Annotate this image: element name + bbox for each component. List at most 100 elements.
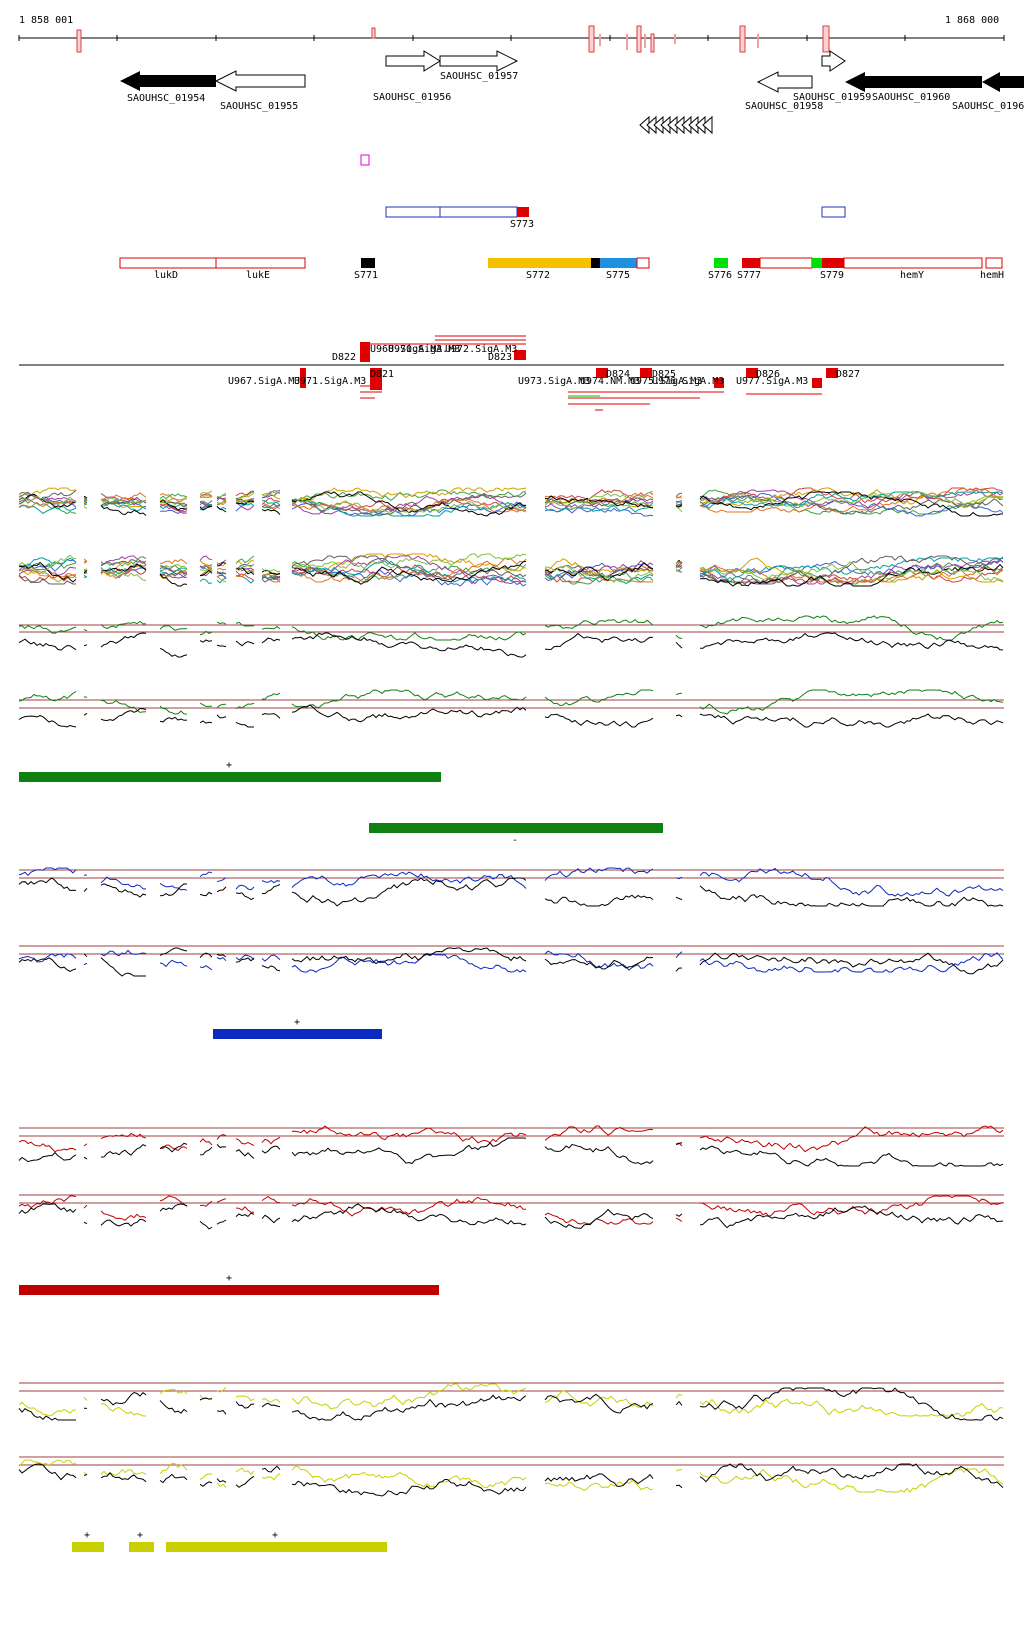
profile-trace — [159, 501, 188, 508]
segment-hemy[interactable]: hemY — [900, 270, 924, 281]
profile-trace — [699, 560, 1004, 585]
profile-trace — [291, 494, 527, 515]
strand-bar-green-minus[interactable] — [369, 823, 663, 833]
segment-s775[interactable]: S775 — [606, 270, 630, 281]
gene-saouhsc-01955[interactable]: SAOUHSC_01955 — [214, 70, 306, 112]
svg-text:SAOUHSC_01958: SAOUHSC_01958 — [745, 101, 823, 112]
segment-s779[interactable]: S779 — [820, 270, 844, 281]
feature-d824[interactable]: D824 — [606, 369, 630, 380]
feature-d825[interactable]: D825 — [652, 369, 676, 380]
profile-trace — [699, 1463, 1004, 1489]
profile-trace — [83, 1474, 88, 1476]
profile-trace — [261, 1195, 281, 1204]
profile-trace — [235, 1206, 255, 1213]
profile-trace — [235, 892, 255, 901]
feature-u968[interactable]: U968.SigA.M3 — [370, 344, 442, 355]
gene-saouhsc-01959[interactable]: SAOUHSC_01959 — [793, 50, 871, 103]
segment-hemh[interactable]: hemH — [980, 270, 1004, 281]
profile-trace — [261, 692, 281, 700]
feature-d826[interactable]: D826 — [756, 369, 780, 380]
profile-trace — [18, 494, 77, 503]
gene-saouhsc-01956[interactable]: SAOUHSC_01956 — [373, 50, 451, 103]
profile-trace — [235, 563, 255, 572]
segment-s777[interactable]: S777 — [737, 270, 761, 281]
strand-bar-yellow-plus-3[interactable] — [166, 1542, 387, 1552]
profile-trace — [291, 501, 527, 517]
gene-saouhsc-01957[interactable]: SAOUHSC_01957 — [439, 50, 518, 82]
profile-trace — [675, 1217, 683, 1222]
feature-u972[interactable]: U972.SigA.M3 — [445, 344, 517, 355]
profile-trace — [291, 560, 527, 585]
profile-trace — [261, 500, 281, 506]
profile-trace — [216, 1386, 227, 1393]
profile-trace — [261, 954, 281, 962]
profile-trace — [291, 491, 527, 517]
profile-trace — [699, 558, 1004, 578]
profile-trace — [216, 714, 227, 719]
segment-s776[interactable]: S776 — [708, 270, 732, 281]
feature-u970[interactable]: U970.SigA.M3 — [388, 344, 460, 355]
feature-u971[interactable]: U971.SigA.M3 — [294, 376, 366, 387]
profile-trace — [18, 953, 77, 963]
profile-trace — [199, 505, 213, 511]
profile-trace — [235, 563, 255, 571]
profile-trace — [261, 1402, 281, 1408]
profile-trace — [235, 1149, 255, 1159]
profile-trace — [235, 957, 255, 963]
profile-trace — [544, 1143, 654, 1165]
feature-d821[interactable]: D821 — [370, 369, 394, 380]
strand-bar-red-plus[interactable] — [19, 1285, 439, 1295]
gene-saouhsc-01958[interactable]: SAOUHSC_01958 — [745, 71, 823, 112]
feature-d823[interactable]: D823 — [488, 352, 512, 363]
segment-s773[interactable]: S773 — [510, 219, 534, 230]
profile-trace — [18, 638, 77, 651]
feature-d827[interactable]: D827 — [836, 369, 860, 380]
profile-trace — [199, 891, 213, 897]
feature-u974[interactable]: U974.NM.M3 — [580, 376, 640, 387]
segment-s771[interactable]: S771 — [354, 270, 378, 281]
strand-bar-blue-plus[interactable] — [213, 1029, 382, 1039]
profile-trace — [216, 506, 227, 513]
profile-trace — [159, 571, 188, 579]
segment-s772[interactable]: S772 — [526, 270, 550, 281]
profile-trace — [235, 1475, 255, 1488]
profile-trace — [544, 1473, 654, 1487]
profile-trace — [235, 566, 255, 575]
profile-trace — [291, 1383, 527, 1410]
strand-bar-green-plus[interactable] — [19, 772, 441, 782]
profile-trace — [675, 1142, 683, 1147]
gene-saouhsc-0196x[interactable]: SAOUHSC_0196 — [952, 72, 1024, 112]
feature-u967[interactable]: U967.SigA.M3 — [228, 376, 300, 387]
profile-trace — [159, 705, 188, 715]
profile-trace — [699, 713, 1004, 728]
profile-trace — [100, 957, 146, 977]
profile-trace — [699, 561, 1004, 582]
profile-trace — [675, 634, 683, 639]
profile-trace — [18, 505, 77, 515]
profile-trace — [83, 628, 88, 632]
profile-trace — [18, 490, 77, 501]
profile-trace — [100, 556, 147, 567]
profile-trace — [199, 578, 213, 584]
segment-lukd[interactable]: lukD — [154, 270, 178, 281]
profile-trace — [675, 951, 683, 959]
feature-u976[interactable]: U976.SigA.M3 — [652, 376, 724, 387]
feature-d822[interactable]: D822 — [332, 352, 356, 363]
profile-trace — [235, 640, 255, 647]
profile-trace — [83, 962, 88, 966]
strand-bar-yellow-plus-1[interactable] — [72, 1542, 104, 1552]
segment-luke[interactable]: lukE — [246, 270, 270, 281]
profile-trace — [675, 967, 683, 972]
profile-trace — [100, 505, 147, 516]
feature-u973[interactable]: U973.SigA.M3 — [518, 376, 590, 387]
profile-trace — [199, 493, 213, 497]
profile-trace — [100, 1472, 147, 1483]
profile-trace — [199, 569, 213, 577]
feature-u975[interactable]: U975.SigA.M3 — [630, 376, 702, 387]
feature-u977[interactable]: U977.SigA.M3 — [736, 376, 808, 387]
profile-trace — [699, 1205, 1004, 1229]
strand-bar-yellow-plus-2[interactable] — [129, 1542, 154, 1552]
gene-saouhsc-01960[interactable]: SAOUHSC_01960 — [845, 72, 982, 103]
gene-saouhsc-01954[interactable]: SAOUHSC_01954 — [120, 71, 216, 104]
profile-trace — [159, 882, 188, 891]
